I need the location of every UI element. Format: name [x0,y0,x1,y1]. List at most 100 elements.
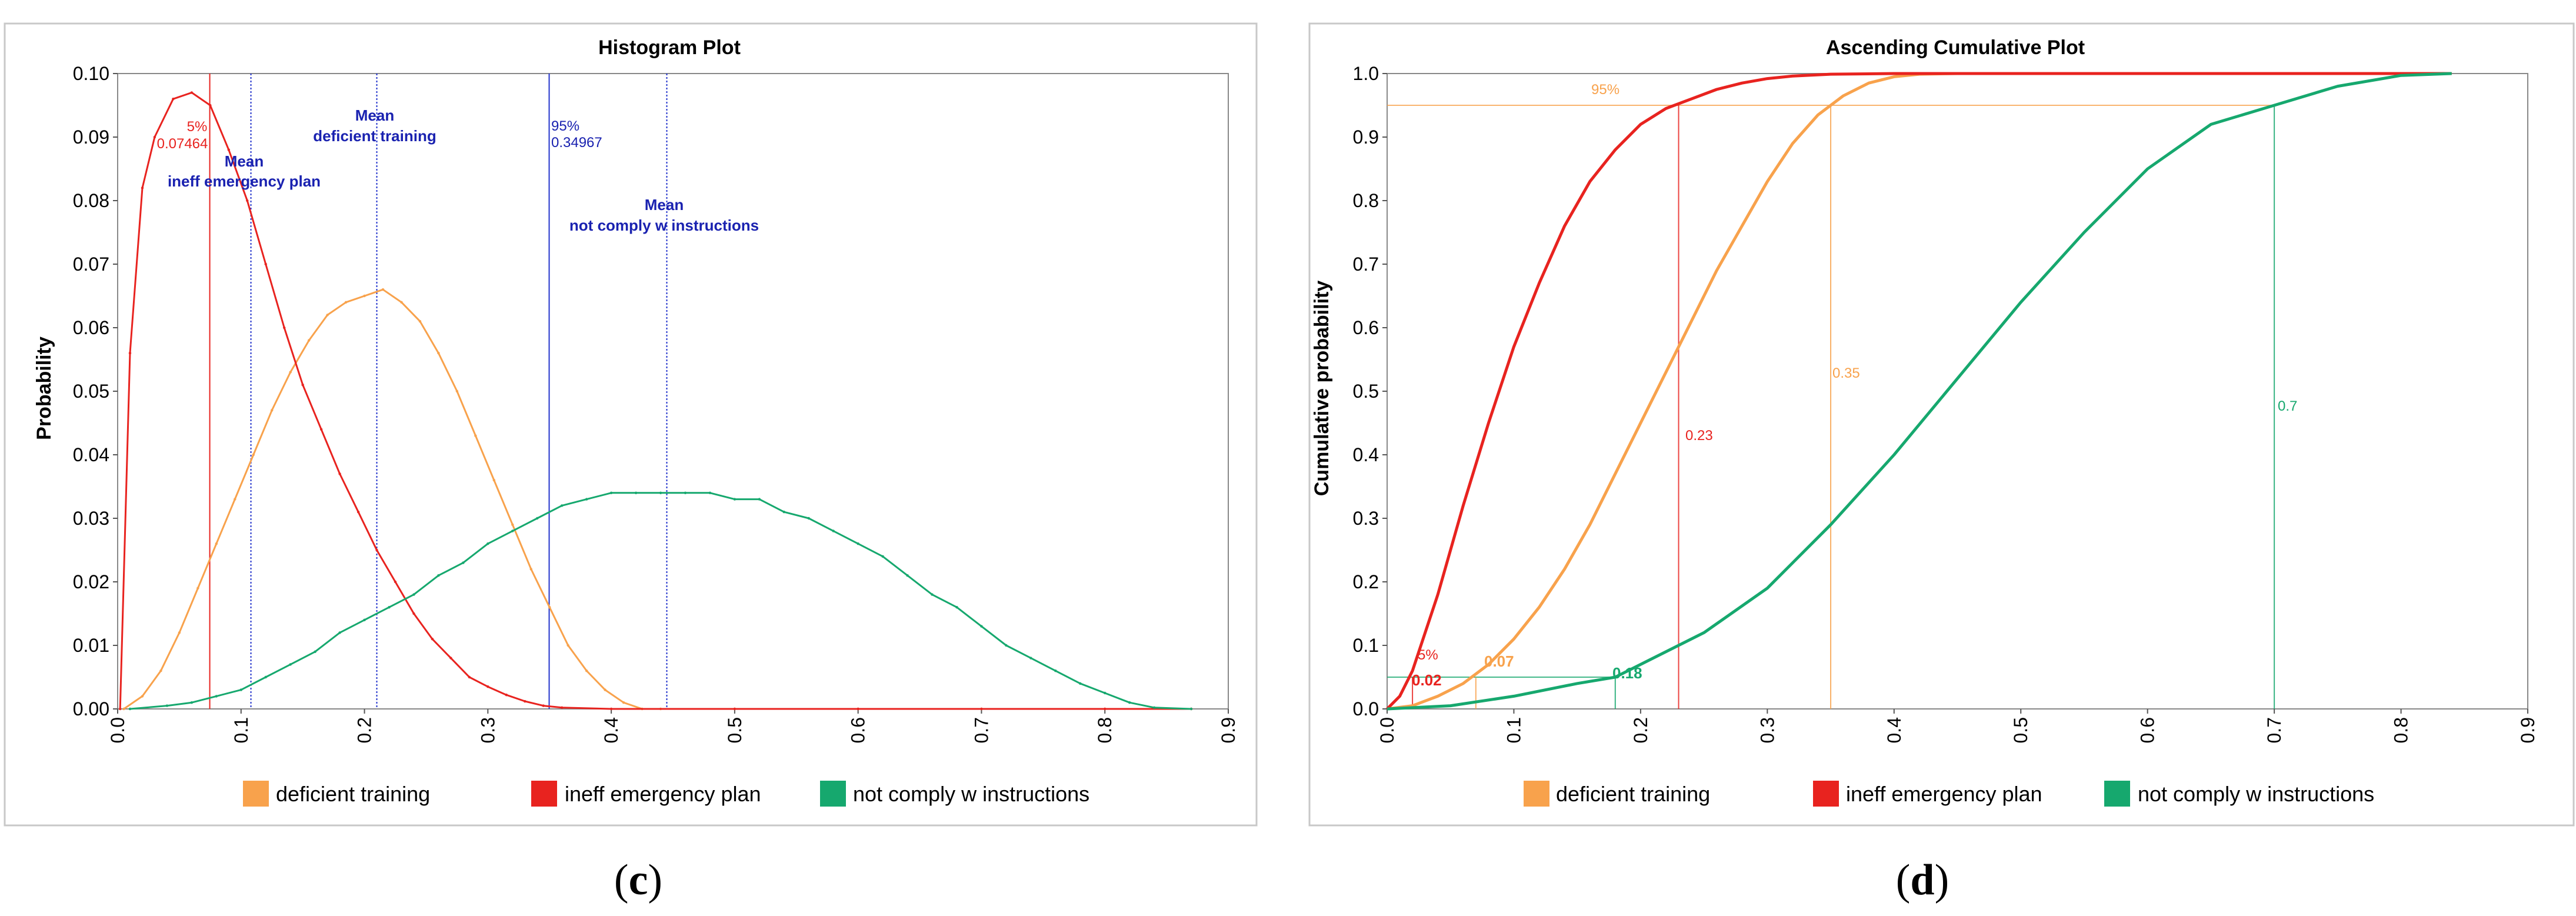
y-tick-label: 0.01 [73,635,109,656]
data-point [338,631,341,634]
data-point [252,453,255,457]
y-tick-label: 0.05 [73,381,109,402]
y-axis-label: Cumulative probability [1311,281,1333,497]
data-point [190,91,194,94]
y-axis-label: Probability [33,337,55,440]
data-point [511,529,514,532]
y-tick-label: 0.06 [73,317,109,338]
data-point [1104,691,1107,695]
x-tick-label: 0.5 [2010,717,2031,743]
data-point [215,695,218,698]
y-tick-label: 0.1 [1353,635,1379,656]
legend-swatch-deficient [1524,781,1549,807]
p5-label: 5% [1418,647,1438,663]
data-point [1079,682,1082,685]
x-tick-label: 0.0 [107,717,128,743]
data-point [289,663,292,666]
data-point [264,262,267,266]
data-point [128,352,132,355]
data-point [857,707,859,711]
legend-label-deficient: deficient training [276,782,430,806]
mean-notcomply-name: not comply w instructions [569,216,759,234]
p95-value: 0.34967 [551,135,602,151]
data-point [412,593,415,596]
x-tick-label: 0.0 [1377,717,1398,743]
y-tick-label: 0.9 [1353,126,1379,148]
data-point [684,491,687,494]
data-point [561,706,564,710]
data-point [271,409,274,412]
data-point [196,587,199,589]
legend-d: deficient training ineff emergency plan … [1524,781,2374,807]
data-point [529,568,532,571]
data-point [733,498,737,501]
data-point [622,701,625,704]
data-point [511,523,514,526]
legend-label-ineff: ineff emergency plan [565,782,761,806]
data-point [807,517,810,520]
data-point [1128,701,1131,704]
data-point [468,675,471,679]
x-tick-label: 0.7 [971,717,992,743]
data-point [338,472,341,475]
series-line-not-comply-w-instructions [1387,72,2452,711]
data-point [307,339,311,342]
legend-swatch-ineff [1813,781,1839,807]
chart-title: Ascending Cumulative Plot [1826,36,2085,59]
caption-c-close: ) [648,856,662,904]
x-tick-label: 0.6 [848,717,869,743]
data-point [505,694,508,697]
legend-label-deficient: deficient training [1556,782,1710,806]
data-point [906,574,909,577]
data-point [209,104,212,107]
data-point [394,580,397,584]
value-0-35: 0.35 [1832,365,1860,381]
plot-area [117,73,1229,710]
y-tick-label: 0.07 [73,254,109,275]
legend-label-notcomply: not comply w instructions [853,782,1089,806]
data-point [153,135,156,139]
data-point [524,700,526,703]
data-point [733,707,737,711]
data-point [634,491,638,494]
x-tick-label: 0.3 [1757,717,1778,743]
caption-c: (c) [614,856,662,904]
data-point [122,707,125,711]
data-point [437,352,440,355]
x-tick-label: 0.1 [1503,717,1524,743]
data-point [141,695,144,698]
y-tick-label: 0.5 [1353,381,1379,402]
legend-swatch-deficient [243,781,269,807]
x-tick-label: 0.2 [354,717,375,743]
y-tick-label: 0.10 [73,63,109,84]
data-point [832,529,835,532]
data-point [159,669,162,672]
chart-title: Histogram Plot [598,36,741,59]
data-point [585,669,588,672]
caption-d: (d) [1896,856,1949,904]
y-tick-label: 0.09 [73,126,109,148]
legend-label-ineff: ineff emergency plan [1846,782,2042,806]
data-point [141,186,144,189]
mean-deficient-label: Mean [355,106,394,124]
x-tick-label: 0.3 [477,717,498,743]
y-tick-label: 0.6 [1353,317,1379,338]
y-tick-label: 0.00 [73,698,109,720]
data-point [289,371,292,374]
data-point [283,326,286,329]
data-point [604,688,606,691]
mean-ineff-name: ineff emergency plan [168,172,321,190]
data-point [474,434,477,437]
data-point [375,548,378,552]
mean-notcomply-label: Mean [645,196,684,214]
data-point [492,479,496,482]
data-point [782,511,786,514]
data-point [363,294,366,298]
data-point [542,704,545,707]
data-point [301,384,304,387]
x-tick-label: 0.4 [1884,717,1905,743]
data-point [431,638,434,641]
x-tick-label: 0.4 [601,717,622,743]
data-point [418,320,422,323]
data-point [314,650,316,654]
